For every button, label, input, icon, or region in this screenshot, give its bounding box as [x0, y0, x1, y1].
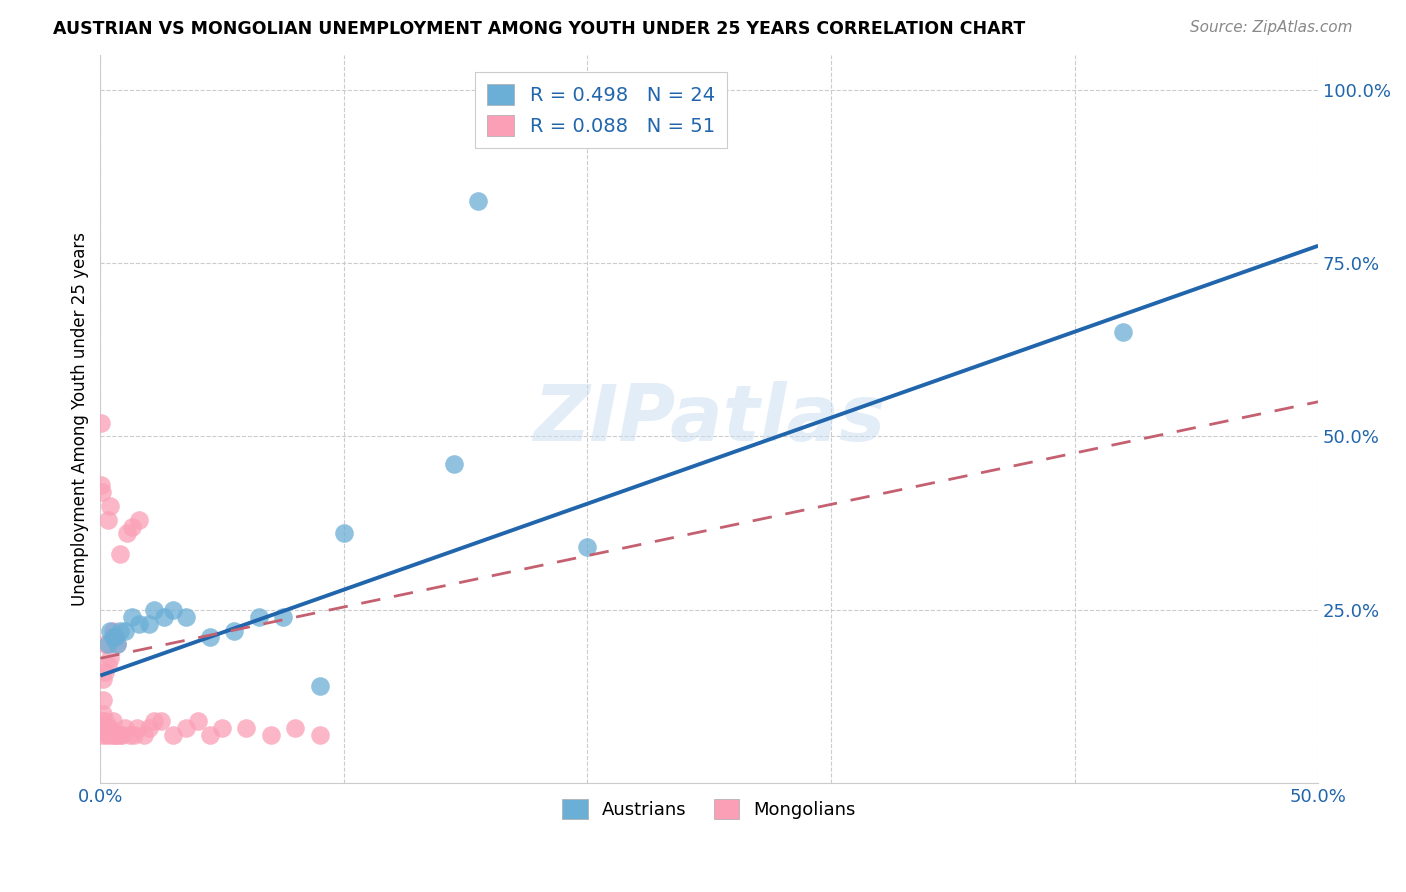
Point: [101, 624, 124, 638]
Point: [198, 631, 221, 645]
Point: [467, 194, 489, 208]
Point: [111, 727, 134, 741]
Point: [97, 727, 120, 741]
Point: [97, 513, 120, 527]
Point: [108, 624, 131, 638]
Point: [90, 416, 112, 430]
Point: [97, 721, 120, 735]
Point: [138, 721, 160, 735]
Point: [260, 727, 283, 741]
Point: [138, 616, 160, 631]
Point: [235, 721, 257, 735]
Point: [152, 609, 174, 624]
Point: [1112, 326, 1135, 340]
Point: [308, 727, 330, 741]
Point: [101, 727, 124, 741]
Point: [105, 727, 128, 741]
Point: [90, 484, 112, 499]
Point: [162, 603, 184, 617]
Text: Source: ZipAtlas.com: Source: ZipAtlas.com: [1189, 20, 1353, 35]
Point: [271, 609, 294, 624]
Point: [211, 721, 233, 735]
Point: [98, 624, 121, 638]
Point: [174, 609, 197, 624]
Point: [187, 714, 209, 728]
Point: [128, 513, 150, 527]
Legend: Austrians, Mongolians: Austrians, Mongolians: [555, 792, 863, 826]
Point: [98, 721, 121, 735]
Point: [108, 547, 131, 561]
Point: [104, 631, 127, 645]
Point: [94, 714, 117, 728]
Point: [90, 714, 112, 728]
Point: [121, 609, 143, 624]
Point: [93, 721, 115, 735]
Point: [224, 624, 246, 638]
Point: [98, 499, 121, 513]
Point: [118, 727, 141, 741]
Point: [105, 637, 128, 651]
Point: [114, 721, 136, 735]
Point: [90, 721, 112, 735]
Point: [94, 637, 117, 651]
Point: [115, 526, 138, 541]
Point: [97, 637, 120, 651]
Point: [162, 727, 184, 741]
Point: [128, 616, 150, 631]
Point: [90, 478, 112, 492]
Point: [443, 457, 465, 471]
Point: [174, 721, 197, 735]
Point: [98, 651, 121, 665]
Text: AUSTRIAN VS MONGOLIAN UNEMPLOYMENT AMONG YOUTH UNDER 25 YEARS CORRELATION CHART: AUSTRIAN VS MONGOLIAN UNEMPLOYMENT AMONG…: [53, 20, 1026, 37]
Point: [142, 714, 165, 728]
Point: [576, 541, 599, 555]
Point: [114, 624, 136, 638]
Point: [104, 631, 127, 645]
Point: [125, 721, 148, 735]
Point: [121, 519, 143, 533]
Point: [284, 721, 307, 735]
Point: [91, 693, 114, 707]
Point: [105, 637, 128, 651]
Point: [94, 665, 117, 680]
Point: [142, 603, 165, 617]
Point: [108, 727, 131, 741]
Point: [97, 658, 120, 673]
Point: [198, 727, 221, 741]
Point: [101, 714, 124, 728]
Point: [308, 679, 330, 693]
Y-axis label: Unemployment Among Youth under 25 years: Unemployment Among Youth under 25 years: [72, 232, 89, 606]
Text: ZIPatlas: ZIPatlas: [533, 381, 886, 457]
Point: [333, 526, 356, 541]
Point: [150, 714, 173, 728]
Point: [91, 672, 114, 686]
Point: [104, 727, 127, 741]
Point: [91, 727, 114, 741]
Point: [247, 609, 270, 624]
Point: [124, 727, 146, 741]
Point: [91, 706, 114, 721]
Point: [134, 727, 156, 741]
Point: [96, 727, 118, 741]
Point: [101, 631, 124, 645]
